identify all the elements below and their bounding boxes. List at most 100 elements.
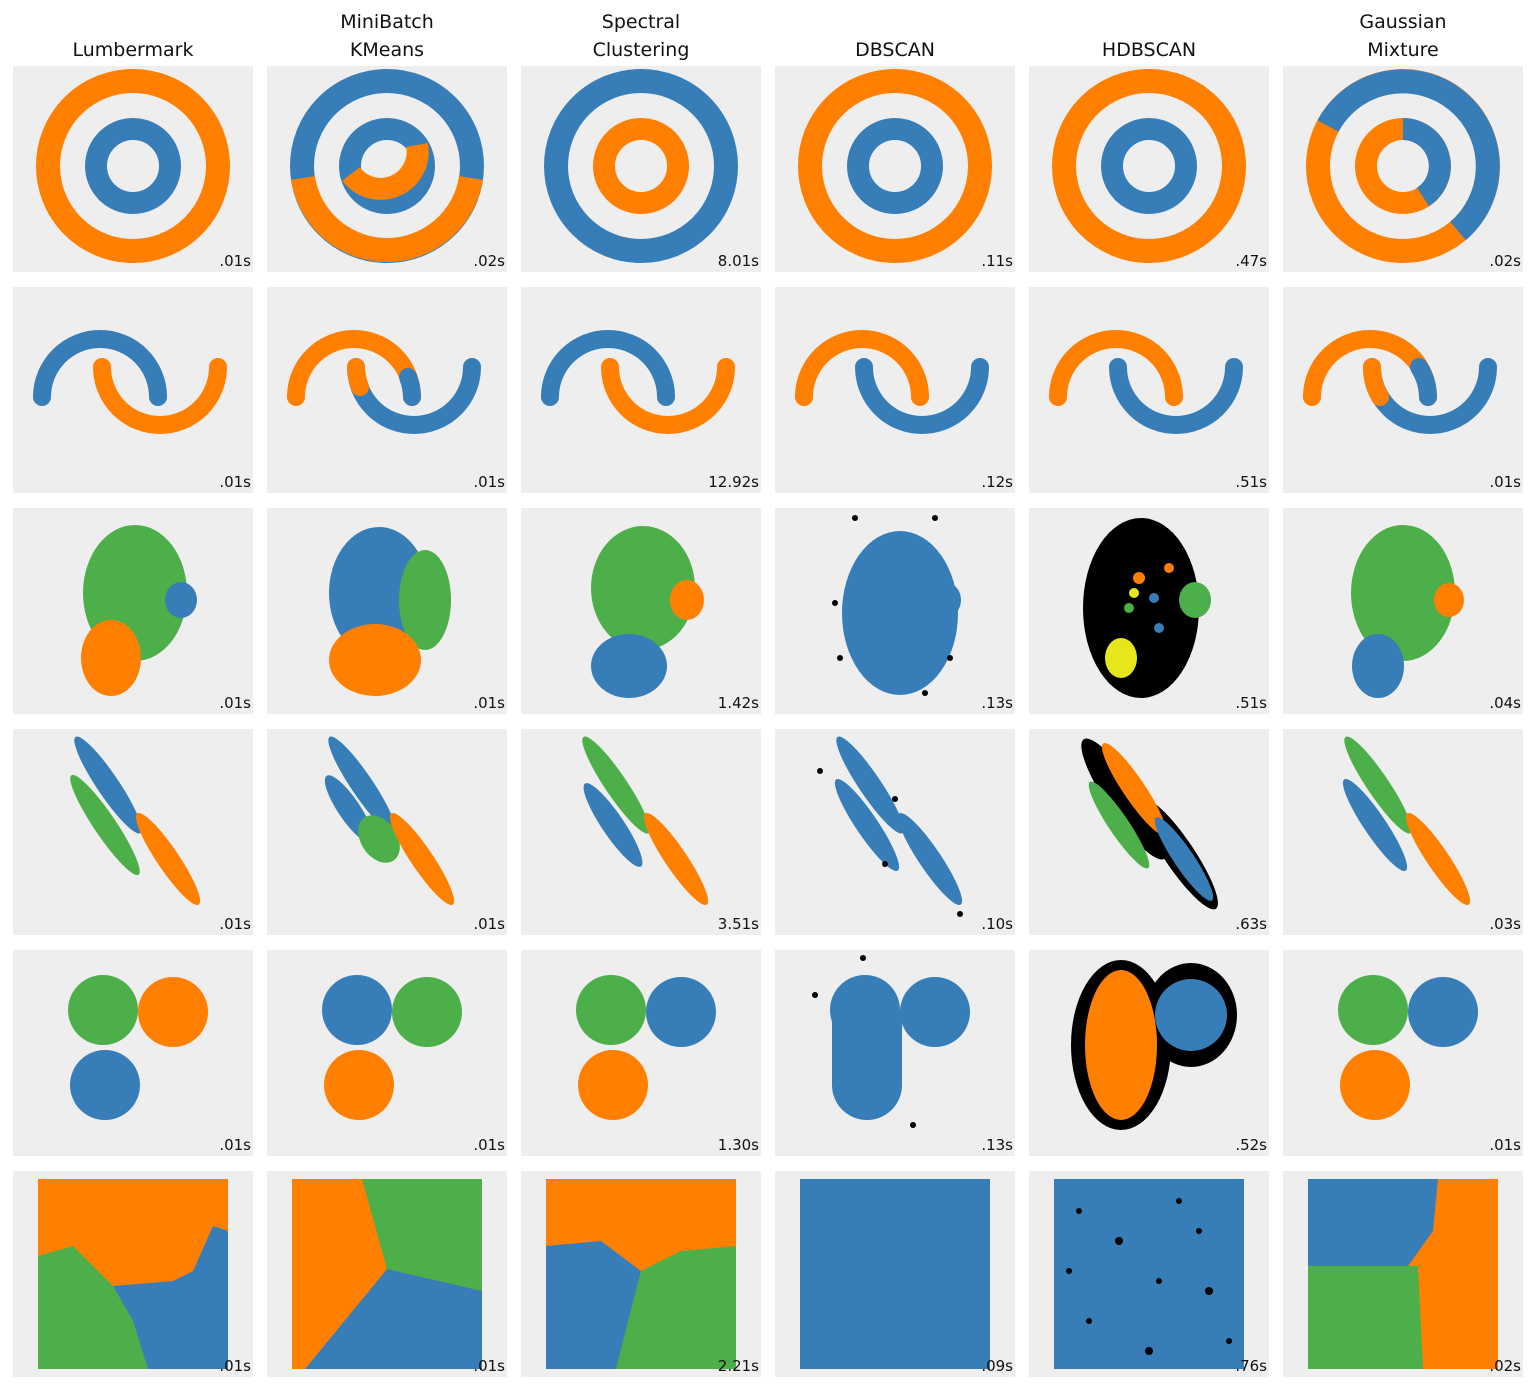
cluster-shape bbox=[165, 582, 197, 618]
cluster-shape bbox=[643, 812, 709, 906]
cluster-shape bbox=[1085, 970, 1157, 1120]
timing-label: .02s bbox=[1489, 252, 1521, 270]
timing-label: .04s bbox=[1489, 694, 1521, 712]
panel-background bbox=[521, 950, 761, 1156]
timing-label: .11s bbox=[981, 252, 1013, 270]
panel-background bbox=[13, 729, 253, 935]
cluster-shape bbox=[1115, 1237, 1123, 1245]
cluster-shape bbox=[812, 992, 818, 998]
scatter-panel bbox=[1283, 66, 1523, 272]
cluster-shape bbox=[70, 774, 140, 876]
scatter-panel bbox=[267, 1171, 507, 1377]
cluster-shape bbox=[74, 736, 142, 834]
timing-label: 3.51s bbox=[718, 915, 759, 933]
cluster-shape bbox=[1308, 1266, 1423, 1369]
cluster-shape bbox=[1145, 1347, 1153, 1355]
cluster-shape bbox=[1054, 1179, 1244, 1369]
cluster-shape bbox=[1154, 623, 1164, 633]
cluster-shape bbox=[957, 911, 963, 917]
timing-label: .01s bbox=[219, 473, 251, 491]
scatter-panel bbox=[267, 287, 507, 493]
cluster-shape bbox=[1205, 1287, 1213, 1295]
cluster-shape bbox=[68, 975, 138, 1045]
timing-label: .01s bbox=[473, 1136, 505, 1154]
scatter-panel bbox=[521, 508, 761, 714]
cluster-shape bbox=[616, 1246, 736, 1369]
timing-label: .03s bbox=[1489, 915, 1521, 933]
cluster-shape bbox=[900, 977, 970, 1047]
scatter-panel bbox=[13, 729, 253, 935]
scatter-panel bbox=[13, 1171, 253, 1377]
timing-label: .63s bbox=[1235, 915, 1267, 933]
scatter-panel bbox=[267, 66, 507, 272]
cluster-shape bbox=[837, 655, 843, 661]
cluster-shape bbox=[1066, 1268, 1072, 1274]
cluster-shape bbox=[1164, 563, 1174, 573]
scatter-panel bbox=[13, 287, 253, 493]
cluster-shape bbox=[932, 515, 938, 521]
cluster-shape bbox=[583, 783, 643, 867]
cluster-shape bbox=[1351, 525, 1455, 661]
cluster-shape bbox=[1410, 358, 1437, 406]
cluster-shape bbox=[135, 812, 201, 906]
cluster-shape bbox=[1081, 738, 1167, 860]
cluster-shape bbox=[1101, 742, 1167, 836]
cluster-shape bbox=[576, 975, 646, 1045]
scatter-panel bbox=[1283, 729, 1523, 935]
cluster-shape bbox=[836, 736, 904, 834]
cluster-shape bbox=[1076, 1208, 1082, 1214]
cluster-shape bbox=[882, 861, 888, 867]
cluster-shape bbox=[670, 580, 704, 620]
timing-label: 12.92s bbox=[708, 473, 759, 491]
cluster-shape bbox=[324, 1050, 394, 1120]
cluster-shape bbox=[1196, 1228, 1202, 1234]
panel-background bbox=[1283, 729, 1523, 935]
cluster-shape bbox=[1434, 583, 1464, 617]
cluster-shape bbox=[832, 600, 838, 606]
timing-label: .12s bbox=[981, 473, 1013, 491]
scatter-panel bbox=[775, 287, 1015, 493]
cluster-shape bbox=[817, 768, 823, 774]
cluster-shape bbox=[389, 812, 455, 906]
cluster-shape bbox=[322, 975, 392, 1045]
cluster-shape bbox=[1129, 588, 1139, 598]
scatter-panel bbox=[775, 66, 1015, 272]
cluster-shape bbox=[1086, 1318, 1092, 1324]
timing-label: 1.30s bbox=[718, 1136, 759, 1154]
timing-label: 2.21s bbox=[718, 1357, 759, 1375]
labels: Lumbermark MiniBatch KMeans Spectral Cluster… bbox=[73, 11, 1522, 1375]
cluster-shape bbox=[70, 1050, 140, 1120]
cluster-shape bbox=[947, 655, 953, 661]
timing-label: .01s bbox=[1489, 473, 1521, 491]
cluster-shape bbox=[305, 1269, 482, 1369]
cluster-shape bbox=[1155, 979, 1227, 1051]
cluster-shape bbox=[362, 1179, 482, 1291]
scatter-panel bbox=[13, 66, 253, 272]
scatter-panel bbox=[775, 729, 1015, 935]
timing-label: .01s bbox=[1489, 1136, 1521, 1154]
cluster-shape bbox=[1179, 582, 1211, 618]
cluster-shape bbox=[392, 977, 462, 1047]
timing-label: .76s bbox=[1235, 1357, 1267, 1375]
cluster-shape bbox=[81, 620, 141, 696]
panels bbox=[13, 66, 1523, 1377]
cluster-shape bbox=[646, 977, 716, 1047]
cluster-shape bbox=[1176, 1198, 1182, 1204]
column-title: Lumbermark bbox=[73, 39, 194, 61]
cluster-shape bbox=[546, 1241, 641, 1369]
scatter-panel bbox=[775, 1171, 1015, 1377]
timing-label: .01s bbox=[219, 1136, 251, 1154]
cluster-shape bbox=[358, 815, 400, 863]
cluster-shape bbox=[1308, 1179, 1438, 1266]
timing-label: .02s bbox=[1489, 1357, 1521, 1375]
cluster-shape bbox=[399, 368, 421, 406]
column-title: MiniBatch bbox=[340, 11, 434, 33]
cluster-shape bbox=[852, 515, 858, 521]
cluster-shape bbox=[1088, 781, 1150, 869]
column-title: HDBSCAN bbox=[1102, 39, 1196, 61]
scatter-panel bbox=[1029, 950, 1269, 1156]
cluster-shape bbox=[834, 778, 900, 872]
panel-background bbox=[521, 729, 761, 935]
cluster-shape bbox=[892, 796, 898, 802]
cluster-shape bbox=[1124, 603, 1134, 613]
